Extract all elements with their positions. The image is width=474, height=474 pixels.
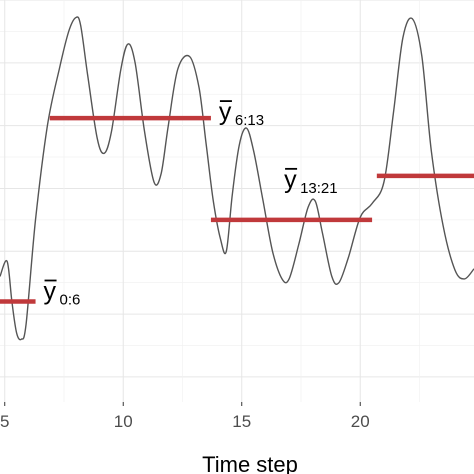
segment-label-2: y 13:21 (284, 166, 338, 197)
x-tick-label: 5 (0, 412, 9, 431)
segment-label-symbol: y (219, 98, 232, 126)
segment-label-subscript: 0:6 (60, 292, 81, 309)
x-tick-label: 20 (351, 412, 370, 431)
segment-label-symbol: y (44, 278, 57, 306)
x-axis-ticks: 5 10 15 20 (0, 402, 370, 431)
mean-segments (0, 115, 474, 304)
segment-label-0: y 0:6 (44, 278, 81, 309)
segment-label-subscript: 6:13 (235, 112, 264, 129)
segment-label-subscript: 13:21 (300, 180, 338, 197)
segment-label-1: y 6:13 (219, 98, 264, 129)
x-axis-title: Time step (202, 452, 298, 474)
segment-label-symbol: y (284, 166, 297, 194)
segment-annotations: y 0:6y 6:13y 13:21 (44, 98, 338, 308)
grid (0, 0, 474, 402)
x-tick-label: 15 (232, 412, 251, 431)
series-layer (0, 16, 474, 341)
x-tick-label: 10 (114, 412, 133, 431)
series-line (0, 16, 474, 341)
